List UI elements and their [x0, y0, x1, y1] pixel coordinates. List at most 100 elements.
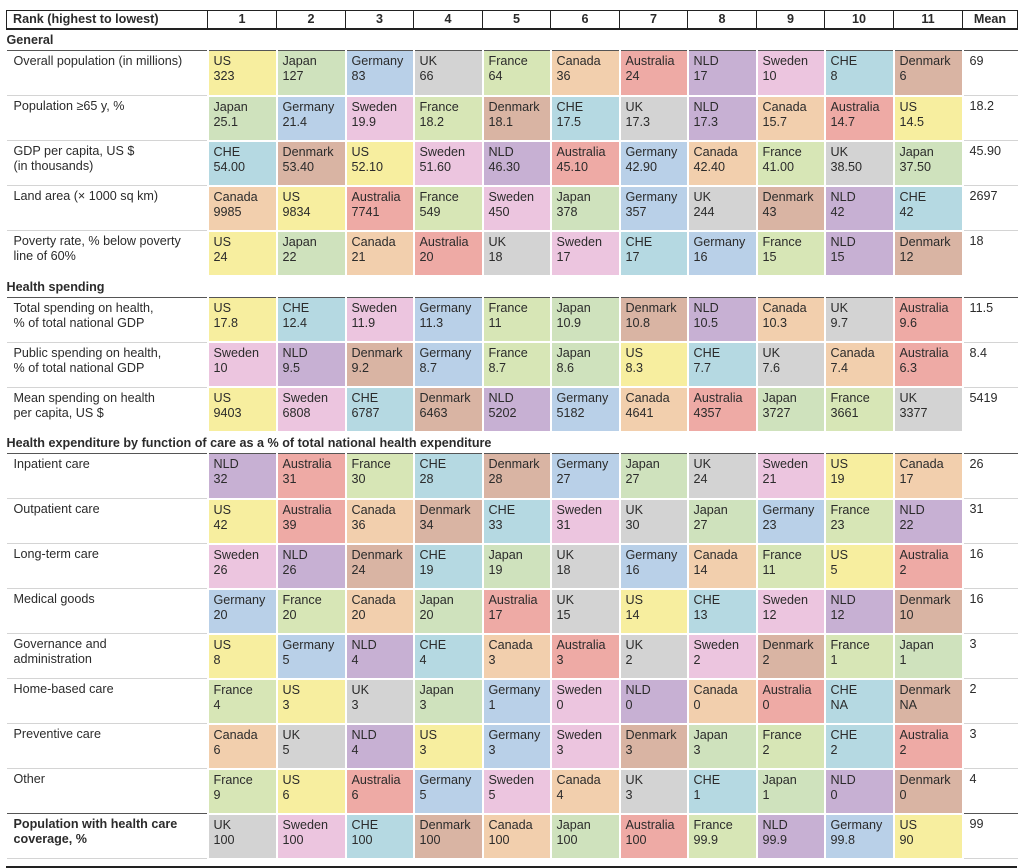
- cell-us: US 52.10: [344, 140, 415, 187]
- country-name: NLD: [693, 54, 719, 68]
- cell-australia: Australia 20: [412, 230, 484, 277]
- cell-uk: UK 17.3: [618, 95, 689, 142]
- cell-nld: NLD 12: [823, 588, 895, 635]
- cell-france: France 3661: [823, 387, 895, 433]
- country-name: Germany: [213, 592, 266, 607]
- cell-value: NA: [830, 697, 849, 712]
- country-name: France: [693, 817, 733, 832]
- cell-value: 8: [213, 652, 221, 667]
- cell-value: 1: [899, 652, 907, 667]
- cell-value: 12: [762, 607, 777, 622]
- country-name: Canada: [899, 457, 944, 471]
- country-name: Canada: [693, 682, 738, 697]
- cell-denmark: Denmark NA: [892, 678, 964, 725]
- country-name: Sweden: [762, 457, 809, 471]
- cell-sweden: Sweden 21: [755, 453, 826, 500]
- country-name: Germany: [625, 189, 678, 204]
- cell-value: 11.9: [351, 315, 376, 330]
- cell-value: 11: [762, 562, 776, 577]
- cell-value: 53.40: [282, 159, 315, 174]
- cell-canada: Canada 14: [686, 543, 758, 590]
- country-name: US: [213, 637, 232, 652]
- cell-value: 323: [213, 69, 235, 83]
- cell-value: 100: [419, 832, 441, 847]
- cell-australia: Australia 3: [549, 633, 621, 680]
- cell-value: 20: [419, 607, 434, 622]
- table-row: Outpatient care US 42 Australia 39 Canada 36 De…: [6, 498, 1018, 545]
- cell-sweden: Sweden 51.60: [412, 140, 484, 187]
- table-row: Mean spending on health per capita, US $…: [7, 387, 1018, 433]
- table-row: Medical goods Germany 20 France 20 Canada 20 Ja…: [6, 588, 1018, 635]
- country-name: France: [762, 727, 802, 742]
- country-name: CHE: [830, 727, 858, 742]
- cell-value: 18.2: [419, 114, 445, 129]
- cell-value: 54.00: [213, 159, 246, 174]
- cell-sweden: Sweden 0: [549, 678, 621, 725]
- cell-nld: NLD 10.5: [686, 297, 758, 343]
- cell-value: 3: [419, 697, 427, 712]
- country-name: Japan: [556, 300, 591, 315]
- table-row: Long-term care Sweden 26 NLD 26 Denmark 24 CHE 1…: [6, 543, 1018, 590]
- cell-value: 5: [282, 652, 290, 667]
- cell-germany: Germany 42.90: [618, 140, 689, 187]
- rank-column-5: 5: [482, 10, 551, 30]
- table-row: Land area (× 1000 sq km) Canada 9985 US 9834…: [6, 185, 1018, 232]
- cell-japan: Japan 3: [412, 678, 484, 725]
- country-name: Australia: [899, 547, 949, 562]
- cell-uk: UK 2: [618, 633, 689, 680]
- cell-che: CHE 17.5: [549, 95, 621, 142]
- cell-value: 18: [488, 249, 503, 264]
- mean-value: 16: [962, 543, 1018, 589]
- cell-value: 14: [625, 607, 640, 622]
- cell-value: 27: [556, 472, 571, 486]
- cell-che: CHE 7.7: [686, 342, 758, 388]
- cell-value: 5182: [556, 406, 585, 420]
- cell-value: 3: [351, 697, 359, 712]
- country-name: France: [830, 391, 870, 405]
- cell-value: 18.1: [488, 114, 514, 129]
- cell-uk: UK 7.6: [755, 342, 826, 388]
- cell-uk: UK 18: [549, 543, 621, 590]
- country-name: Australia: [693, 391, 743, 405]
- cell-value: 42.90: [625, 159, 658, 174]
- cell-sweden: Sweden 2: [686, 633, 758, 680]
- cell-value: 24: [351, 562, 366, 577]
- row-label: Outpatient care: [6, 498, 208, 544]
- cell-us: US 17.8: [206, 297, 278, 343]
- country-name: Japan: [762, 772, 797, 787]
- rank-column-10: 10: [824, 10, 894, 30]
- country-name: Sweden: [762, 54, 809, 68]
- cell-value: 17.3: [625, 114, 651, 129]
- cell-canada: Canada 20: [344, 588, 415, 635]
- cell-japan: Japan 27: [618, 453, 689, 500]
- rank-column-8: 8: [687, 10, 757, 30]
- cell-germany: Germany 8.7: [412, 342, 484, 388]
- country-name: Denmark: [625, 727, 677, 742]
- cell-che: CHE 6787: [344, 387, 415, 433]
- mean-value: 31: [962, 498, 1018, 544]
- country-name: Australia: [762, 682, 812, 697]
- country-name: Sweden: [351, 99, 398, 114]
- section-health-expenditure-by-function: Health expenditure by function of care a…: [6, 432, 1018, 454]
- cell-value: 4: [351, 742, 359, 757]
- cell-australia: Australia 39: [275, 498, 347, 545]
- cell-us: US 19: [823, 453, 895, 500]
- cell-germany: Germany 16: [618, 543, 689, 590]
- cell-germany: Germany 1: [481, 678, 552, 725]
- cell-uk: UK 3: [344, 678, 415, 725]
- cell-france: France 549: [412, 185, 484, 232]
- country-name: NLD: [351, 727, 377, 742]
- cell-canada: Canada 0: [686, 678, 758, 725]
- cell-sweden: Sweden 19.9: [344, 95, 415, 142]
- country-name: Canada: [762, 300, 807, 315]
- cell-value: 2: [762, 742, 770, 757]
- cell-canada: Canada 15.7: [755, 95, 826, 142]
- country-name: Canada: [625, 391, 670, 405]
- row-label: Population with health care coverage, %: [6, 813, 208, 859]
- cell-france: France 30: [344, 453, 415, 500]
- cell-france: France 11: [755, 543, 826, 590]
- cell-value: 100: [488, 832, 510, 847]
- cell-value: 100: [282, 832, 304, 847]
- mean-value: 18: [962, 230, 1018, 276]
- cell-nld: NLD 15: [823, 230, 895, 277]
